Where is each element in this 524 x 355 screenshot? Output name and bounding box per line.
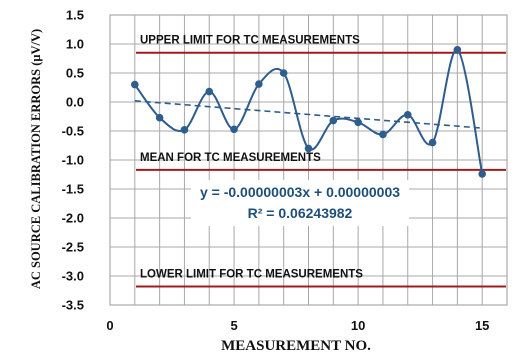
data-point [255, 80, 263, 88]
data-point [354, 118, 362, 127]
tick-labels: 1.5 1.0 0.5 0.0 -0.5 -1.0 -1.5 -2.0 -2.5 -3.0 -3.5… [62, 8, 490, 334]
x-tick-label: 5 [230, 318, 237, 333]
series-line [134, 48, 484, 175]
data-point [205, 87, 214, 96]
data-point [478, 170, 486, 178]
y-tick-label: 1.0 [66, 37, 84, 52]
data-point [329, 116, 338, 125]
data-point [230, 125, 238, 134]
data-point [304, 144, 313, 153]
data-point [279, 69, 288, 77]
y-tick-label: -1.5 [62, 182, 84, 197]
data-point [403, 110, 412, 119]
y-tick-label: 1.5 [66, 8, 84, 23]
x-tick-label: 15 [475, 318, 489, 333]
y-axis-title: AC SOURCE CALIBRATION ERRORS (μV/V) [29, 29, 43, 289]
trendline [134, 100, 483, 129]
x-tick-label: 0 [106, 318, 113, 333]
x-tick-label: 10 [351, 318, 365, 333]
y-tick-label: -1.0 [62, 153, 84, 168]
equation-box [191, 180, 409, 226]
trendline-group [134, 100, 483, 129]
reference-line-label: LOWER LIMIT FOR TC MEASUREMENTS [140, 268, 363, 280]
data-point [155, 113, 164, 122]
y-tick-label: -0.5 [62, 124, 84, 139]
y-tick-label: -2.0 [62, 211, 84, 226]
y-tick-label: 0.0 [66, 95, 84, 110]
data-point [453, 46, 462, 54]
y-tick-label: -2.5 [62, 240, 84, 255]
y-tick-label: -3.0 [62, 269, 84, 284]
data-point [428, 138, 437, 147]
reference-lines: UPPER LIMIT FOR TC MEASUREMENTS MEAN FOR … [136, 35, 506, 288]
data-point [180, 126, 189, 134]
data-point [131, 80, 139, 89]
r-squared: R² = 0.06243982 [248, 205, 353, 221]
reference-line-label: MEAN FOR TC MEASUREMENTS [140, 152, 321, 164]
y-tick-label: 0.5 [66, 66, 84, 81]
x-axis-title: MEASUREMENT NO. [221, 338, 371, 354]
y-tick-label: -3.5 [62, 298, 84, 313]
data-point [379, 130, 387, 139]
reference-line-label: UPPER LIMIT FOR TC MEASUREMENTS [140, 35, 360, 47]
trendline-equation: y = -0.00000003x + 0.00000003 [200, 184, 400, 200]
data-series [131, 46, 486, 178]
